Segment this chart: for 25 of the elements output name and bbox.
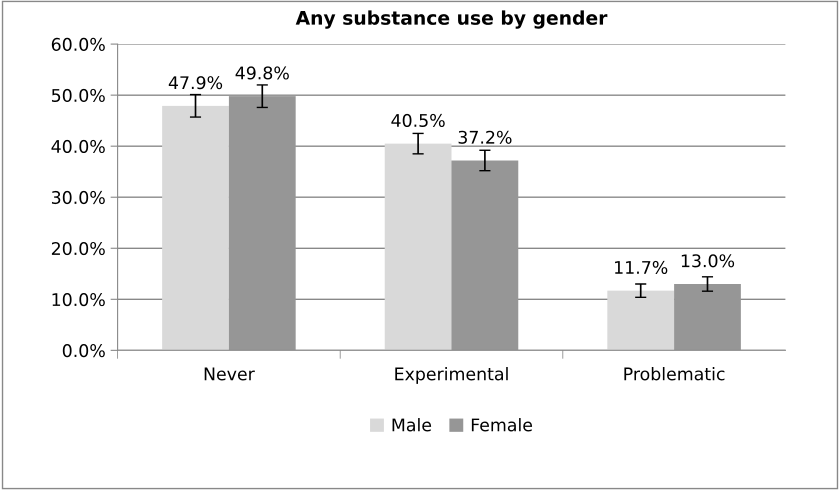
data-label: 11.7% xyxy=(615,260,668,274)
y-tick-label: 10.0% xyxy=(52,293,105,306)
bar xyxy=(607,290,674,350)
chart-title: Any substance use by gender xyxy=(296,10,608,29)
legend-label: Male xyxy=(392,418,432,432)
x-tick-label: Experimental xyxy=(395,367,508,384)
x-tick-label: Problematic xyxy=(624,367,724,380)
data-label: 47.9% xyxy=(168,76,222,90)
x-tick-label: Never xyxy=(204,368,255,380)
legend-label: Female xyxy=(472,418,532,432)
y-tick-label: 50.0% xyxy=(52,88,105,102)
y-tick-label: 0.0% xyxy=(62,344,105,358)
bar xyxy=(162,106,229,350)
data-label: 49.8% xyxy=(236,66,289,80)
bar xyxy=(228,96,296,350)
data-label: 13.0% xyxy=(682,254,734,268)
y-tick-label: 60.0% xyxy=(52,38,105,51)
y-tick-label: 40.0% xyxy=(51,140,105,154)
y-tick-label: 20.0% xyxy=(52,242,105,256)
bar xyxy=(674,284,741,350)
bar xyxy=(384,144,452,350)
data-label: 37.2% xyxy=(458,130,512,144)
data-label: 40.5% xyxy=(391,114,445,127)
y-tick-label: 30.0% xyxy=(52,190,105,204)
bar xyxy=(452,160,518,350)
